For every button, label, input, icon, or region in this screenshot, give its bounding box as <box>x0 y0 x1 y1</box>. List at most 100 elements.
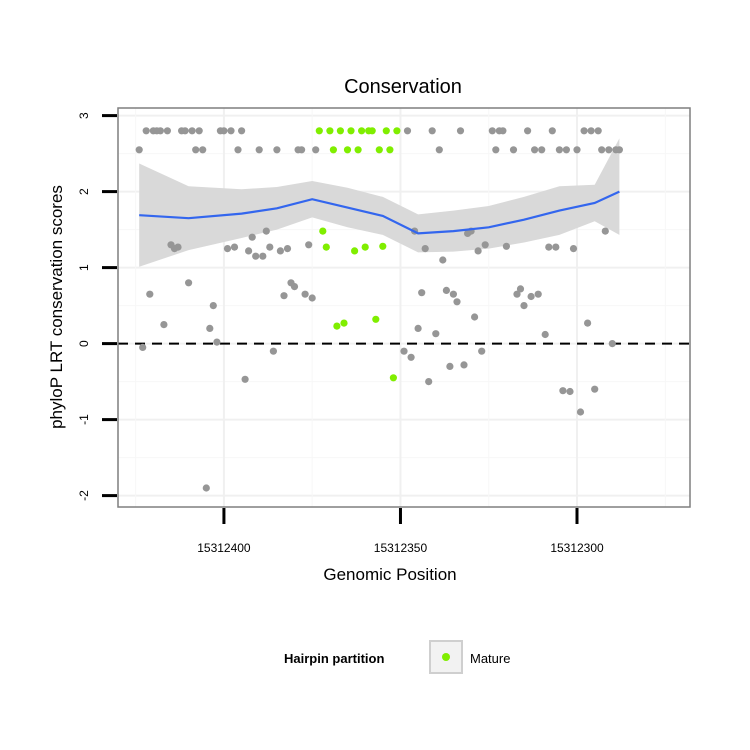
data-point-other <box>192 146 200 154</box>
data-point-other <box>223 245 232 253</box>
data-point-other <box>492 146 500 154</box>
data-point-other <box>516 285 525 293</box>
data-point-mature <box>326 127 334 135</box>
legend-title: Hairpin partition <box>284 651 384 666</box>
data-point-other <box>252 252 260 260</box>
data-point-other <box>269 347 277 355</box>
data-point-other <box>403 127 412 135</box>
data-point-other <box>259 252 267 260</box>
data-point-other <box>460 361 468 369</box>
y-tick-label: 1 <box>77 264 91 271</box>
y-axis-title: phyloP LRT conservation scores <box>47 185 66 429</box>
data-point-other <box>439 256 447 264</box>
data-point-other <box>283 245 292 253</box>
data-point-other <box>156 127 164 135</box>
data-point-mature <box>358 127 366 135</box>
legend: Hairpin partition Mature <box>284 640 510 674</box>
data-point-other <box>478 347 486 355</box>
data-point-mature <box>382 127 390 135</box>
data-point-other <box>580 127 588 135</box>
data-point-other <box>414 324 422 332</box>
data-point-mature <box>319 227 327 235</box>
data-point-mature <box>375 146 383 154</box>
x-tick-label: 15312350 <box>374 541 428 555</box>
data-point-other <box>234 146 242 154</box>
data-point-other <box>418 289 426 297</box>
data-point-other <box>195 127 203 135</box>
data-point-other <box>555 146 564 154</box>
data-point-mature <box>393 127 401 135</box>
data-point-other <box>142 127 150 135</box>
data-point-other <box>573 146 581 154</box>
y-tick-label: 3 <box>77 112 91 119</box>
data-point-other <box>290 283 299 291</box>
data-point-other <box>206 324 214 332</box>
data-point-other <box>209 302 217 310</box>
data-point-other <box>241 375 249 383</box>
data-point-other <box>527 292 535 301</box>
data-point-other <box>160 321 168 329</box>
data-point-mature <box>343 146 352 154</box>
data-point-other <box>213 338 221 346</box>
data-point-other <box>566 387 574 396</box>
data-point-other <box>312 146 320 154</box>
data-point-other <box>453 298 461 306</box>
panel-border <box>117 107 691 508</box>
smooth-trend-line <box>139 190 620 235</box>
data-point-mature <box>389 374 397 382</box>
y-tick-label: -2 <box>77 490 91 501</box>
data-point-other <box>146 290 154 298</box>
data-point-other <box>449 290 457 298</box>
data-point-other <box>513 290 521 298</box>
data-point-other <box>541 330 549 339</box>
data-point-other <box>298 146 306 154</box>
data-point-other <box>238 127 246 135</box>
data-point-other <box>598 146 606 154</box>
series-mature <box>315 127 401 382</box>
data-point-other <box>520 302 528 310</box>
data-point-other <box>174 243 182 251</box>
legend-key-box <box>429 640 463 674</box>
data-point-other <box>548 127 556 135</box>
data-point-other <box>181 127 189 135</box>
data-point-mature <box>386 146 394 154</box>
data-point-mature <box>315 127 323 135</box>
data-point-other <box>534 290 542 298</box>
data-point-other <box>255 146 263 154</box>
plot-area <box>117 107 691 508</box>
data-point-other <box>591 385 599 393</box>
data-point-other <box>230 243 239 251</box>
y-tick-label: -1 <box>77 414 91 425</box>
chart-title: Conservation <box>344 76 462 98</box>
data-point-other <box>608 340 616 348</box>
data-point-other <box>245 247 253 255</box>
data-point-other <box>227 127 235 135</box>
data-point-other <box>584 319 592 327</box>
data-point-other <box>425 378 433 386</box>
data-point-other <box>594 127 602 135</box>
data-point-other <box>202 484 210 492</box>
data-point-other <box>163 127 171 135</box>
x-tick-label: 15312300 <box>550 541 604 555</box>
data-point-other <box>301 290 309 298</box>
data-point-other <box>220 127 228 135</box>
x-axis: 15312400 15312350 15312300 <box>197 508 604 555</box>
data-point-other <box>435 146 443 154</box>
smooth-confidence-band <box>139 138 620 267</box>
legend-label-mature: Mature <box>470 651 510 666</box>
data-point-other <box>605 146 613 154</box>
data-point-other <box>538 146 546 154</box>
data-point-other <box>442 286 450 294</box>
data-point-other <box>185 279 193 287</box>
data-point-other <box>552 243 560 251</box>
data-point-other <box>428 127 436 135</box>
data-point-other <box>474 247 482 255</box>
data-point-other <box>576 408 585 416</box>
data-point-other <box>421 245 429 253</box>
data-point-mature <box>336 127 344 135</box>
data-point-other <box>569 245 578 253</box>
data-point-other <box>481 241 489 249</box>
data-point-other <box>615 146 624 154</box>
data-point-other <box>188 127 196 135</box>
